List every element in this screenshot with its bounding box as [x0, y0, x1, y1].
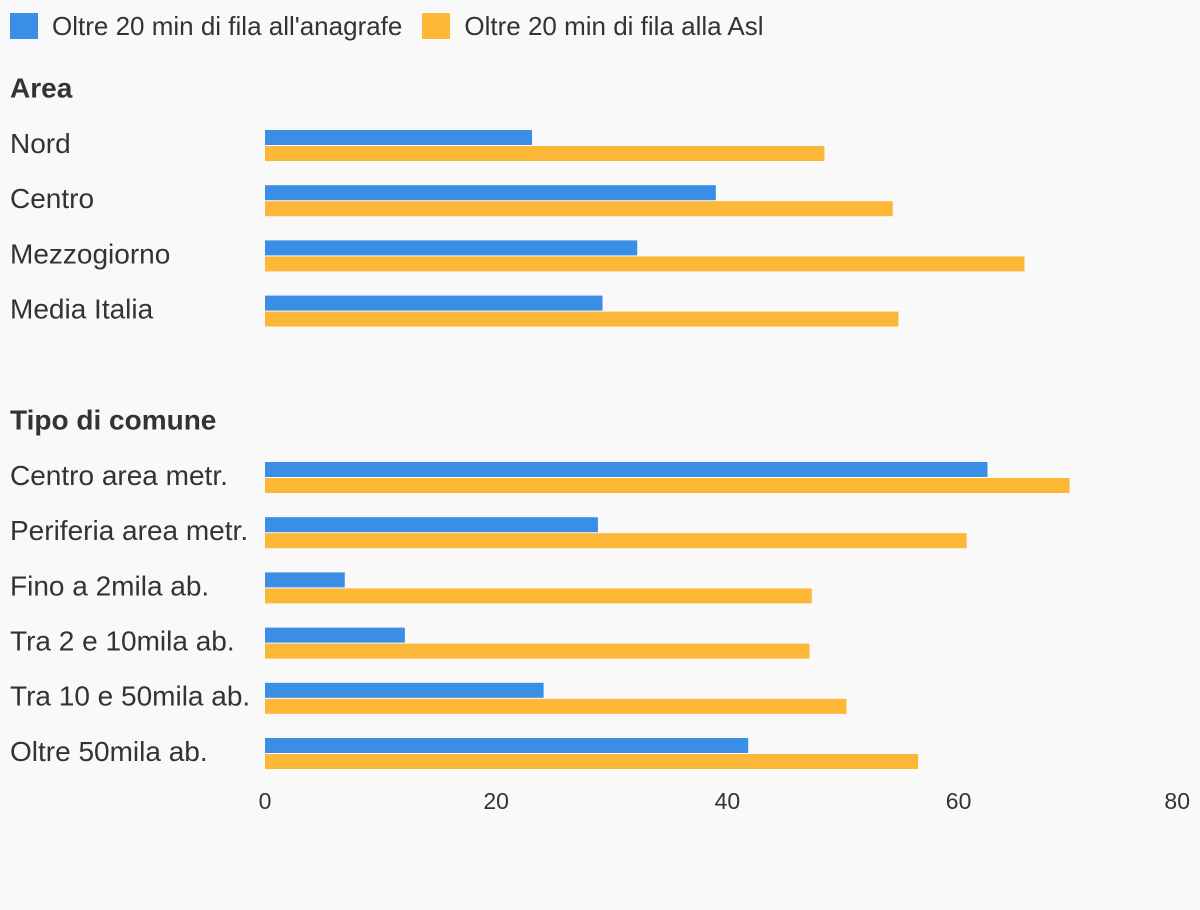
category-label-centro: Centro [10, 183, 94, 214]
bar-centro-area-metr-series-2 [265, 478, 1070, 493]
bar-periferia-area-metr-series-1 [265, 517, 598, 533]
bar-centro-series-1 [265, 185, 716, 201]
category-label-fino-a-2mila-ab: Fino a 2mila ab. [10, 570, 209, 601]
category-label-nord: Nord [10, 128, 71, 159]
bar-nord-series-2 [265, 146, 825, 161]
x-tick-label-20: 20 [483, 788, 509, 814]
bar-fino-a-2mila-ab-series-1 [265, 572, 345, 588]
category-label-oltre-50mila-ab: Oltre 50mila ab. [10, 736, 208, 767]
bar-tra-10-e-50mila-ab-series-1 [265, 682, 544, 698]
bar-oltre-50mila-ab-series-2 [265, 754, 919, 769]
bar-mezzogiorno-series-1 [265, 240, 638, 256]
group-title-area: Area [10, 72, 73, 103]
legend-swatch-orange [422, 13, 451, 39]
bar-tra-2-e-10mila-ab-series-2 [265, 643, 810, 659]
bar-tra-10-e-50mila-ab-series-2 [265, 698, 847, 714]
legend-label-anagrafe: Oltre 20 min di fila all'anagrafe [52, 10, 403, 41]
bar-nord-series-1 [265, 130, 533, 145]
legend-item-anagrafe: Oltre 20 min di fila all'anagrafe [10, 11, 402, 42]
category-label-tra-2-e-10mila-ab: Tra 2 e 10mila ab. [10, 625, 235, 656]
bar-centro-series-2 [265, 201, 893, 217]
x-tick-label-80: 80 [1164, 788, 1190, 814]
x-tick-label-60: 60 [946, 788, 972, 814]
group-title-tipo-di-comune: Tipo di comune [10, 404, 216, 435]
bar-mezzogiorno-series-2 [265, 256, 1025, 272]
category-label-media-italia: Media Italia [10, 293, 154, 324]
legend-item-asl: Oltre 20 min di fila alla Asl [422, 10, 764, 42]
bar-periferia-area-metr-series-2 [265, 533, 967, 549]
bar-centro-area-metr-series-1 [265, 462, 988, 477]
category-label-tra-10-e-50mila-ab: Tra 10 e 50mila ab. [10, 681, 250, 712]
category-label-centro-area-metr: Centro area metr. [10, 460, 228, 491]
category-label-periferia-area-metr: Periferia area metr. [10, 515, 248, 546]
bar-fino-a-2mila-ab-series-2 [265, 588, 812, 604]
bar-media-italia-series-2 [265, 311, 899, 327]
category-label-mezzogiorno: Mezzogiorno [10, 238, 170, 269]
x-tick-label-0: 0 [259, 788, 272, 814]
x-tick-label-40: 40 [715, 788, 741, 814]
bar-oltre-50mila-ab-series-1 [265, 738, 749, 753]
bar-media-italia-series-1 [265, 295, 603, 311]
bar-tra-2-e-10mila-ab-series-1 [265, 627, 405, 643]
legend-swatch-blue [10, 13, 38, 39]
chart-legend: Oltre 20 min di fila all'anagrafe Oltre … [10, 8, 784, 44]
legend-label-asl: Oltre 20 min di fila alla Asl [464, 10, 764, 41]
